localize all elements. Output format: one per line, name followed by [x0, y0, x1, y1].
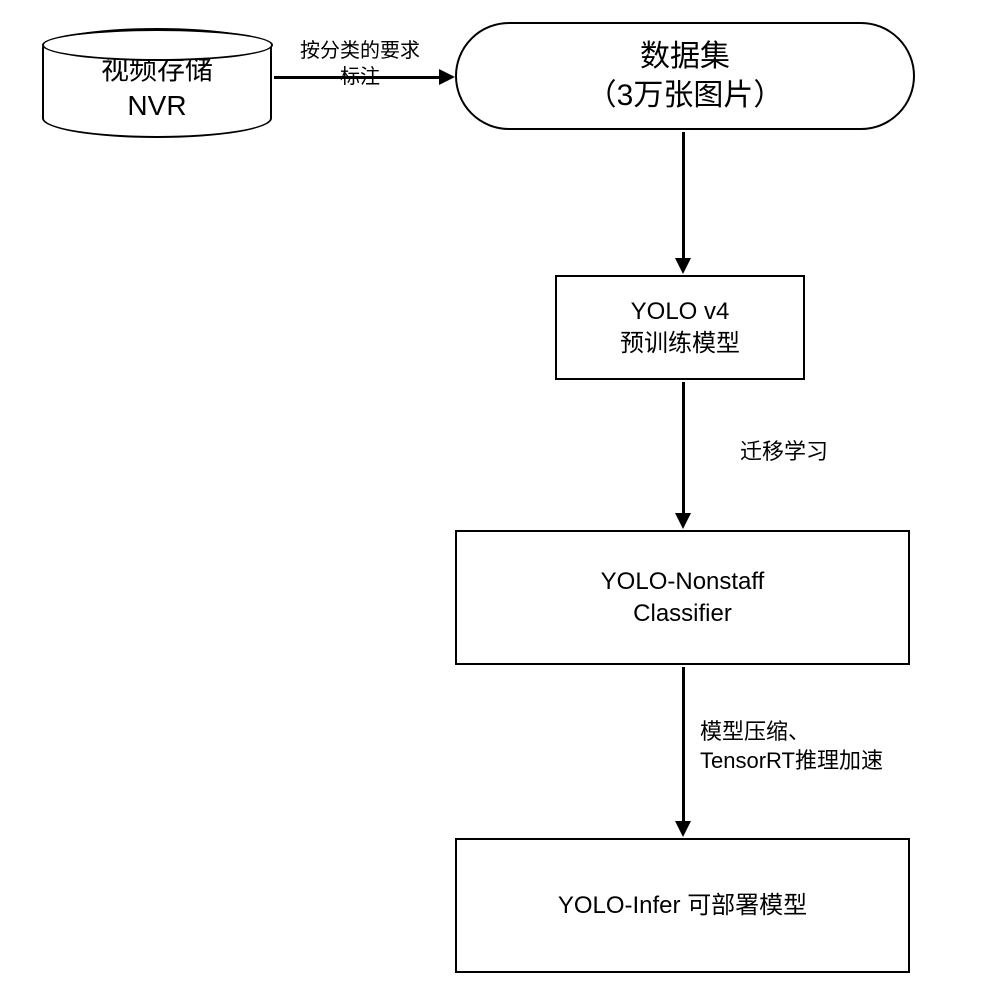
node-infer: YOLO-Infer 可部署模型 — [455, 838, 910, 973]
node-nvr: 视频存储 NVR — [42, 28, 272, 138]
node-classifier: YOLO-Nonstaff Classifier — [455, 530, 910, 665]
e4-label1: 模型压缩、 — [700, 718, 883, 747]
nvr-line2: NVR — [101, 88, 213, 124]
e4-label2: TensorRT推理加速 — [700, 747, 883, 776]
edge-nvr-dataset-label: 按分类的要求 标注 — [290, 38, 430, 90]
edge-yolov4-classifier-label: 迁移学习 — [740, 438, 828, 467]
edge-classifier-infer-arrow — [675, 821, 691, 837]
dataset-line1: 数据集 — [640, 37, 730, 76]
nvr-line1: 视频存储 — [101, 52, 213, 88]
classifier-line2: Classifier — [633, 598, 732, 629]
yolov4-line1: YOLO v4 — [631, 296, 730, 327]
classifier-line1: YOLO-Nonstaff — [601, 566, 765, 597]
edge-classifier-infer-label: 模型压缩、 TensorRT推理加速 — [700, 718, 883, 775]
edge-dataset-yolov4-arrow — [675, 258, 691, 274]
edge-yolov4-classifier-line — [682, 382, 685, 514]
edge-yolov4-classifier-arrow — [675, 513, 691, 529]
e1-label2: 标注 — [290, 64, 430, 90]
node-dataset: 数据集 （3万张图片） — [455, 22, 915, 130]
edge-dataset-yolov4-line — [682, 132, 685, 259]
e3-label: 迁移学习 — [740, 439, 828, 464]
edge-nvr-dataset-arrow — [439, 69, 455, 85]
e1-label1: 按分类的要求 — [290, 38, 430, 64]
yolov4-line2: 预训练模型 — [620, 328, 740, 359]
node-yolov4: YOLO v4 预训练模型 — [555, 275, 805, 380]
infer-line1: YOLO-Infer 可部署模型 — [558, 890, 807, 921]
dataset-line2: （3万张图片） — [587, 76, 784, 115]
edge-classifier-infer-line — [682, 667, 685, 822]
